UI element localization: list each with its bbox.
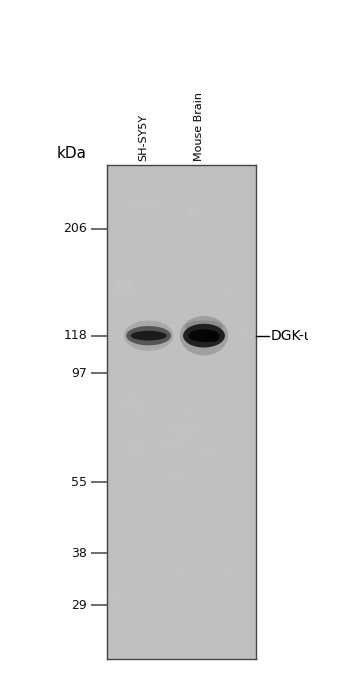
Text: 38: 38 <box>71 547 87 560</box>
Ellipse shape <box>183 324 225 348</box>
Ellipse shape <box>126 441 147 458</box>
Ellipse shape <box>158 438 184 451</box>
Text: kDa: kDa <box>57 146 87 161</box>
Text: 97: 97 <box>71 367 87 380</box>
Ellipse shape <box>188 329 220 342</box>
Ellipse shape <box>162 472 189 482</box>
Text: SH-SY5Y: SH-SY5Y <box>139 114 149 161</box>
Text: 206: 206 <box>63 222 87 235</box>
Ellipse shape <box>124 320 173 351</box>
Text: 118: 118 <box>63 329 87 342</box>
Ellipse shape <box>131 331 167 340</box>
Text: Mouse Brain: Mouse Brain <box>194 92 204 161</box>
Ellipse shape <box>180 316 228 355</box>
Ellipse shape <box>219 569 236 582</box>
Text: DGK-ι: DGK-ι <box>271 329 309 342</box>
Ellipse shape <box>117 394 147 409</box>
Ellipse shape <box>128 196 164 213</box>
Ellipse shape <box>182 407 192 416</box>
Ellipse shape <box>100 587 129 599</box>
Ellipse shape <box>204 334 219 342</box>
Ellipse shape <box>169 420 200 438</box>
Text: 29: 29 <box>72 599 87 612</box>
Ellipse shape <box>126 326 171 345</box>
Ellipse shape <box>188 205 202 218</box>
Ellipse shape <box>238 326 247 335</box>
Ellipse shape <box>114 279 135 295</box>
Ellipse shape <box>194 447 228 454</box>
Text: 55: 55 <box>71 476 87 489</box>
Ellipse shape <box>164 276 193 283</box>
Ellipse shape <box>185 320 223 333</box>
